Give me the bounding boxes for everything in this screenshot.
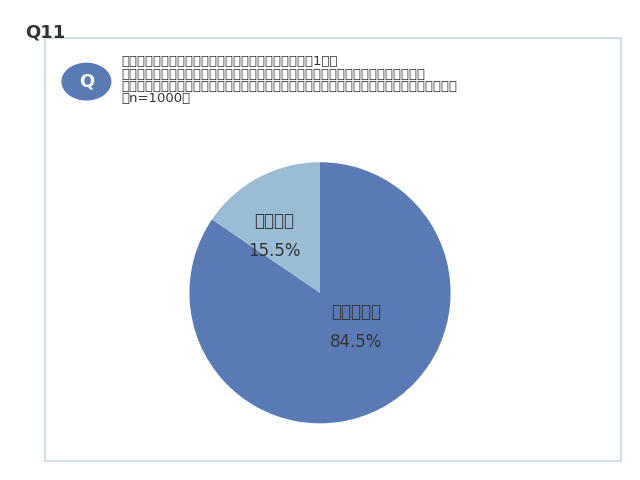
- Wedge shape: [212, 162, 320, 293]
- Text: 知っている: 知っている: [332, 303, 381, 322]
- Text: Q11: Q11: [26, 24, 66, 42]
- Text: Q: Q: [79, 72, 94, 91]
- Text: 84.5%: 84.5%: [330, 334, 383, 351]
- Text: 15.5%: 15.5%: [248, 242, 301, 260]
- Text: ＊自転車保険とは、自転車事故のリスクをカバーするために「個人賠償責任補償」と: ＊自転車保険とは、自転車事故のリスクをカバーするために「個人賠償責任補償」と: [122, 68, 426, 81]
- Text: 「傷害補償」、いくつかの特約や付帯サービスがセットになっている保険のことを指します。: 「傷害補償」、いくつかの特約や付帯サービスがセットになっている保険のことを指しま…: [122, 80, 458, 93]
- Wedge shape: [189, 162, 451, 423]
- Text: 知らない: 知らない: [254, 212, 294, 230]
- Text: あなたは、自転車保険を知っていますか。（お答えは1つ）: あなたは、自転車保険を知っていますか。（お答えは1つ）: [122, 55, 338, 68]
- Text: （n=1000）: （n=1000）: [122, 92, 191, 105]
